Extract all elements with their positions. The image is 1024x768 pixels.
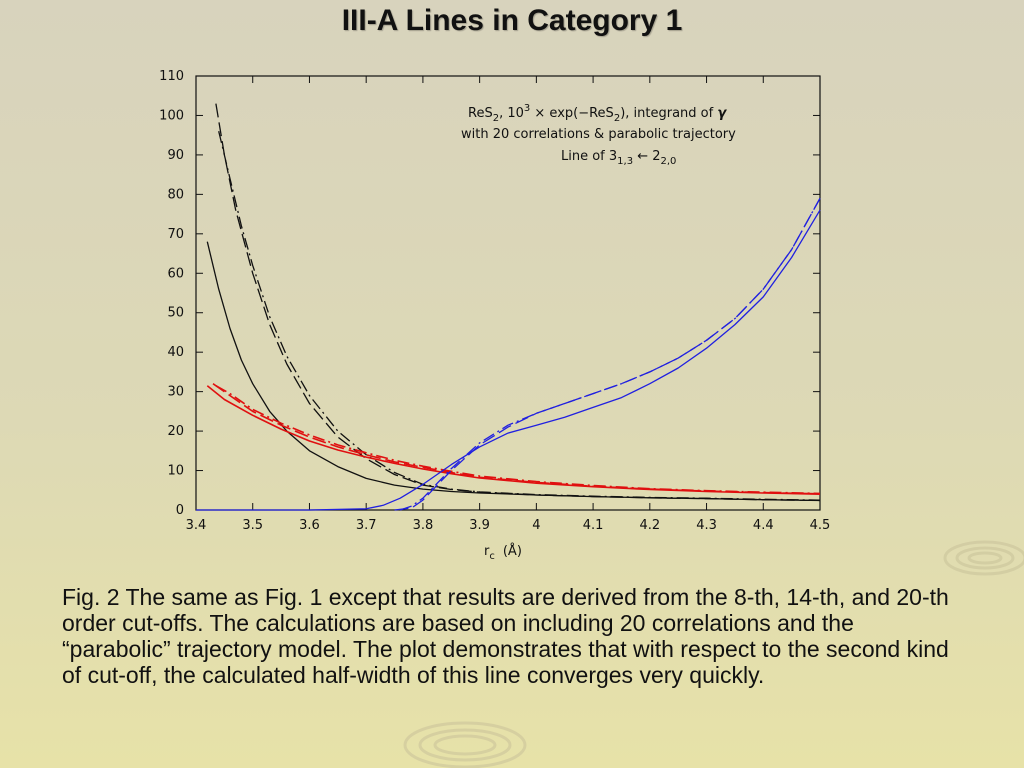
y-tick-label: 20	[167, 424, 184, 439]
y-tick-label: 100	[159, 108, 184, 123]
y-tick-label: 50	[167, 306, 184, 321]
series-line-2	[215, 103, 821, 502]
x-tick-label: 4.3	[696, 518, 717, 533]
x-tick-label: 4	[532, 518, 540, 533]
legend-line-2: with 20 correlations & parabolic traject…	[461, 127, 736, 142]
line-chart: 3.4 3.5 3.6 3.7 3.8 3.9 4 4.1 4.2 4.3 4.4 4.5 0 10 20 3…	[159, 69, 831, 562]
x-tick-label: 4.4	[753, 518, 774, 533]
x-tick-label: 3.5	[242, 518, 263, 533]
x-tick-label: 3.4	[186, 518, 207, 533]
figure-caption: Fig. 2 The same as Fig. 1 except that re…	[62, 584, 949, 688]
series-line-4	[206, 385, 821, 495]
plot-frame	[195, 75, 821, 511]
y-tick-label: 80	[167, 187, 184, 202]
series-line-3	[218, 131, 821, 501]
x-tick-label: 4.5	[810, 518, 831, 533]
slide-title: III-A Lines in Category 1	[341, 4, 683, 37]
x-tick-label: 3.7	[356, 518, 377, 533]
series-line-8	[394, 197, 821, 511]
x-axis-label: rc (Å)	[484, 543, 522, 562]
x-tick-label: 4.2	[639, 518, 660, 533]
y-tick-label: 110	[159, 69, 184, 84]
series-line-1	[206, 241, 821, 502]
series-line-6	[215, 385, 821, 495]
y-tick-label: 10	[167, 464, 184, 479]
y-tick-label: 70	[167, 227, 184, 242]
x-tick-label: 3.6	[299, 518, 320, 533]
x-tick-label: 4.1	[583, 518, 604, 533]
legend-line-3: Line of 31,3 ← 22,0	[561, 149, 676, 167]
y-tick-label: 0	[176, 503, 184, 518]
y-tick-label: 90	[167, 148, 184, 163]
y-tick-label: 30	[167, 385, 184, 400]
x-tick-label: 3.9	[469, 518, 490, 533]
legend-line-1: ReS2, 103 × exp(−ReS2), integrand of γ	[468, 103, 727, 124]
series-line-9	[399, 197, 821, 511]
y-tick-label: 60	[167, 266, 184, 281]
y-tick-label: 40	[167, 345, 184, 360]
x-tick-label: 3.8	[413, 518, 434, 533]
series-line-7	[196, 209, 821, 511]
